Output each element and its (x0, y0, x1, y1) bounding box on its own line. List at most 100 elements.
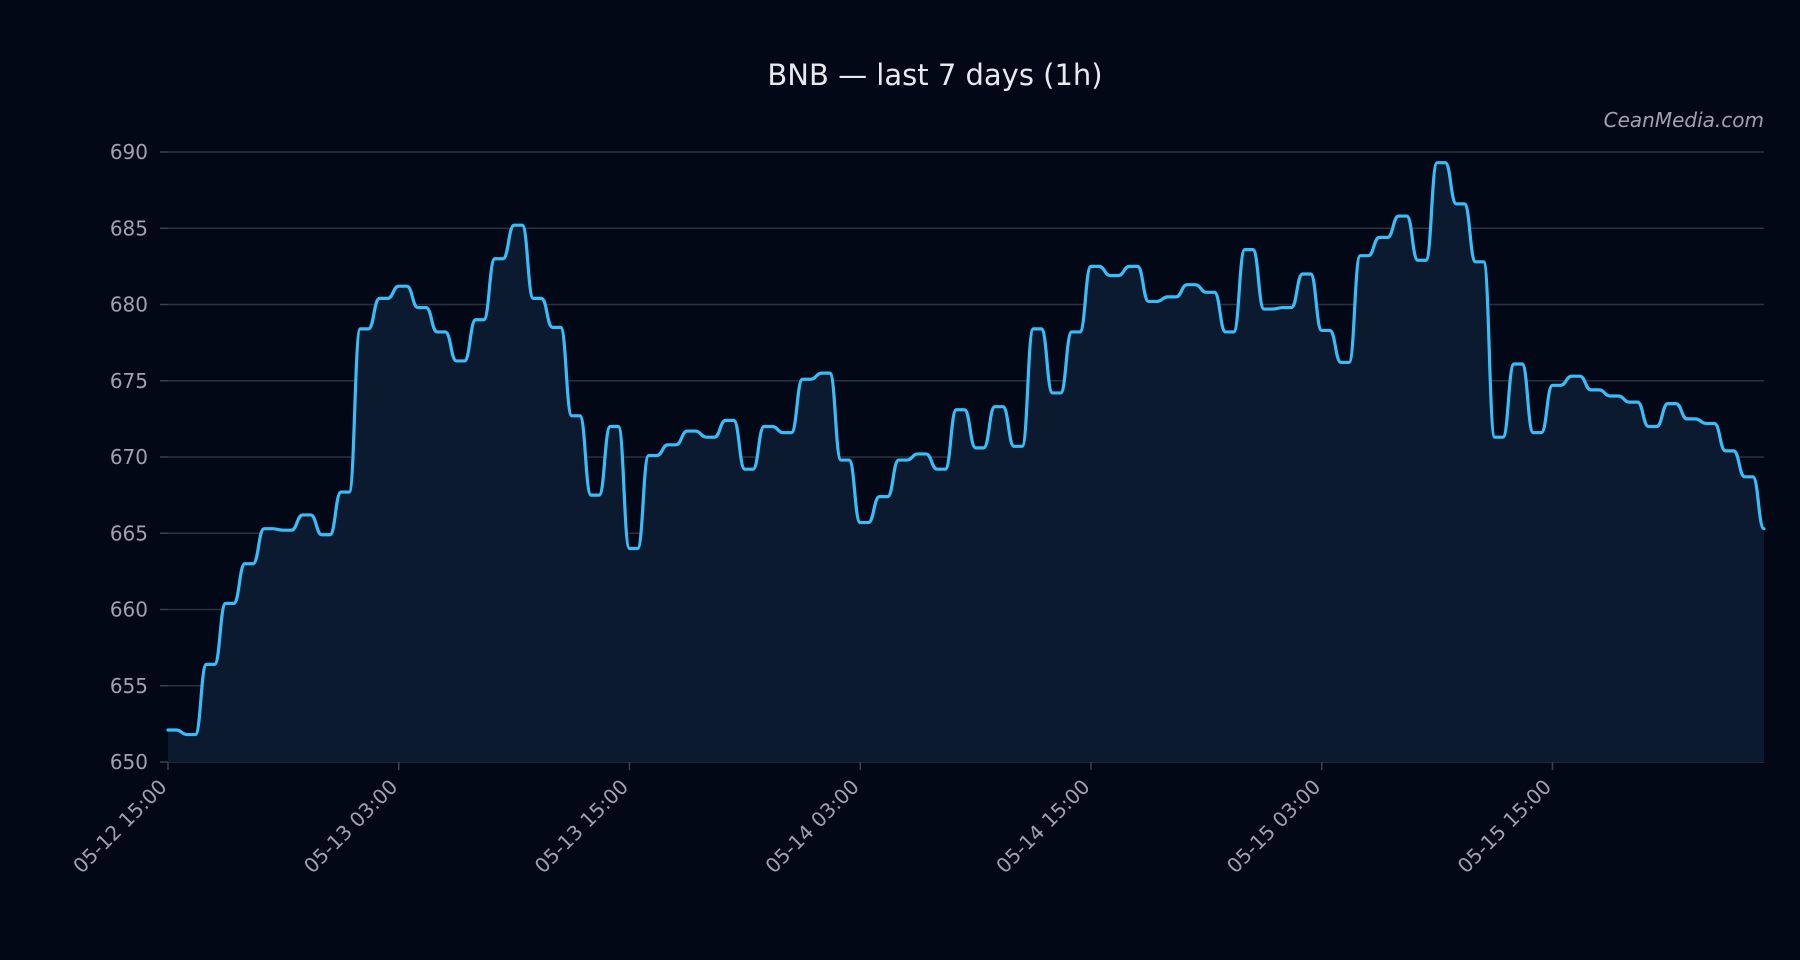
data-point (628, 547, 630, 549)
data-point (1051, 392, 1053, 394)
watermark: CeanMedia.com (1604, 108, 1764, 132)
data-point (878, 495, 880, 497)
x-tick-label: 05-15 03:00 (1222, 775, 1325, 878)
data-point (705, 436, 707, 438)
data-point (1744, 476, 1746, 478)
y-tick-label: 685 (110, 216, 148, 240)
x-tick-label: 05-14 03:00 (760, 775, 863, 878)
data-point (1244, 248, 1246, 250)
data-point (1321, 329, 1323, 331)
data-point (321, 534, 323, 536)
series-layer (166, 161, 1766, 763)
data-point (532, 297, 534, 299)
data-point (1128, 265, 1130, 267)
data-point (551, 326, 553, 328)
data-point (1359, 255, 1361, 257)
data-point (1147, 300, 1149, 302)
data-point (974, 447, 976, 449)
data-point (667, 444, 669, 446)
data-point (167, 729, 169, 731)
data-point (936, 468, 938, 470)
data-point (1474, 261, 1476, 263)
data-point (1705, 422, 1707, 424)
data-point (821, 372, 823, 374)
y-tick-label: 675 (110, 369, 148, 393)
data-point (1628, 401, 1630, 403)
data-point (455, 360, 457, 362)
data-point (609, 425, 611, 427)
data-point (1282, 306, 1284, 308)
data-point (1494, 436, 1496, 438)
data-point (1301, 273, 1303, 275)
data-point (1397, 215, 1399, 217)
data-point (474, 319, 476, 321)
data-point (1609, 395, 1611, 397)
data-point (994, 405, 996, 407)
data-point (686, 430, 688, 432)
data-point (244, 563, 246, 565)
y-tick-label: 690 (110, 140, 148, 164)
data-point (1186, 283, 1188, 285)
data-point (917, 453, 919, 455)
data-point (263, 527, 265, 529)
data-point (859, 521, 861, 523)
data-point (224, 602, 226, 604)
data-point (417, 306, 419, 308)
data-point (1417, 259, 1419, 261)
data-point (205, 663, 207, 665)
y-tick-label: 650 (110, 750, 148, 774)
data-point (1455, 203, 1457, 205)
data-point (513, 224, 515, 226)
data-point (897, 459, 899, 461)
x-axis: 05-12 15:00 05-13 03:00 05-13 15:00 05-14 0… (68, 762, 1556, 878)
data-point (1724, 450, 1726, 452)
data-point (782, 431, 784, 433)
y-tick-label: 660 (110, 598, 148, 622)
x-tick-label: 05-15 15:00 (1453, 775, 1556, 878)
data-point (840, 459, 842, 461)
chart-title: BNB — last 7 days (1h) (767, 58, 1102, 92)
data-point (494, 258, 496, 260)
data-point (1013, 445, 1015, 447)
data-point (955, 409, 957, 411)
data-point (1263, 308, 1265, 310)
data-point (436, 331, 438, 333)
data-point (744, 468, 746, 470)
data-point (1667, 402, 1669, 404)
data-point (571, 415, 573, 417)
data-point (186, 733, 188, 735)
data-point (1590, 389, 1592, 391)
data-point (1109, 274, 1111, 276)
data-point (1205, 291, 1207, 293)
data-point (1071, 331, 1073, 333)
data-point (1647, 425, 1649, 427)
series-line (166, 161, 1766, 737)
data-point (1167, 296, 1169, 298)
data-point (378, 297, 380, 299)
x-tick-label: 05-12 15:00 (68, 775, 171, 878)
data-point (398, 285, 400, 287)
x-tick-label: 05-13 03:00 (299, 775, 402, 878)
data-point (1571, 375, 1573, 377)
data-point (1686, 418, 1688, 420)
y-tick-label: 665 (110, 521, 148, 545)
data-point (359, 328, 361, 330)
data-point (1551, 384, 1553, 386)
data-point (301, 514, 303, 516)
data-point (1532, 431, 1534, 433)
data-point (1436, 161, 1438, 163)
data-point (1340, 361, 1342, 363)
series-area (168, 162, 1764, 763)
data-point (1090, 265, 1092, 267)
data-point (1763, 527, 1765, 529)
data-point (1378, 236, 1380, 238)
y-axis: 650 655 660 665 670 675 680 685 690 (110, 140, 168, 774)
data-point (282, 529, 284, 531)
data-point (801, 378, 803, 380)
y-tick-label: 680 (110, 293, 148, 317)
data-point (590, 494, 592, 496)
x-tick-label: 05-13 15:00 (530, 775, 633, 878)
data-point (1513, 363, 1515, 365)
y-tick-label: 655 (110, 674, 148, 698)
